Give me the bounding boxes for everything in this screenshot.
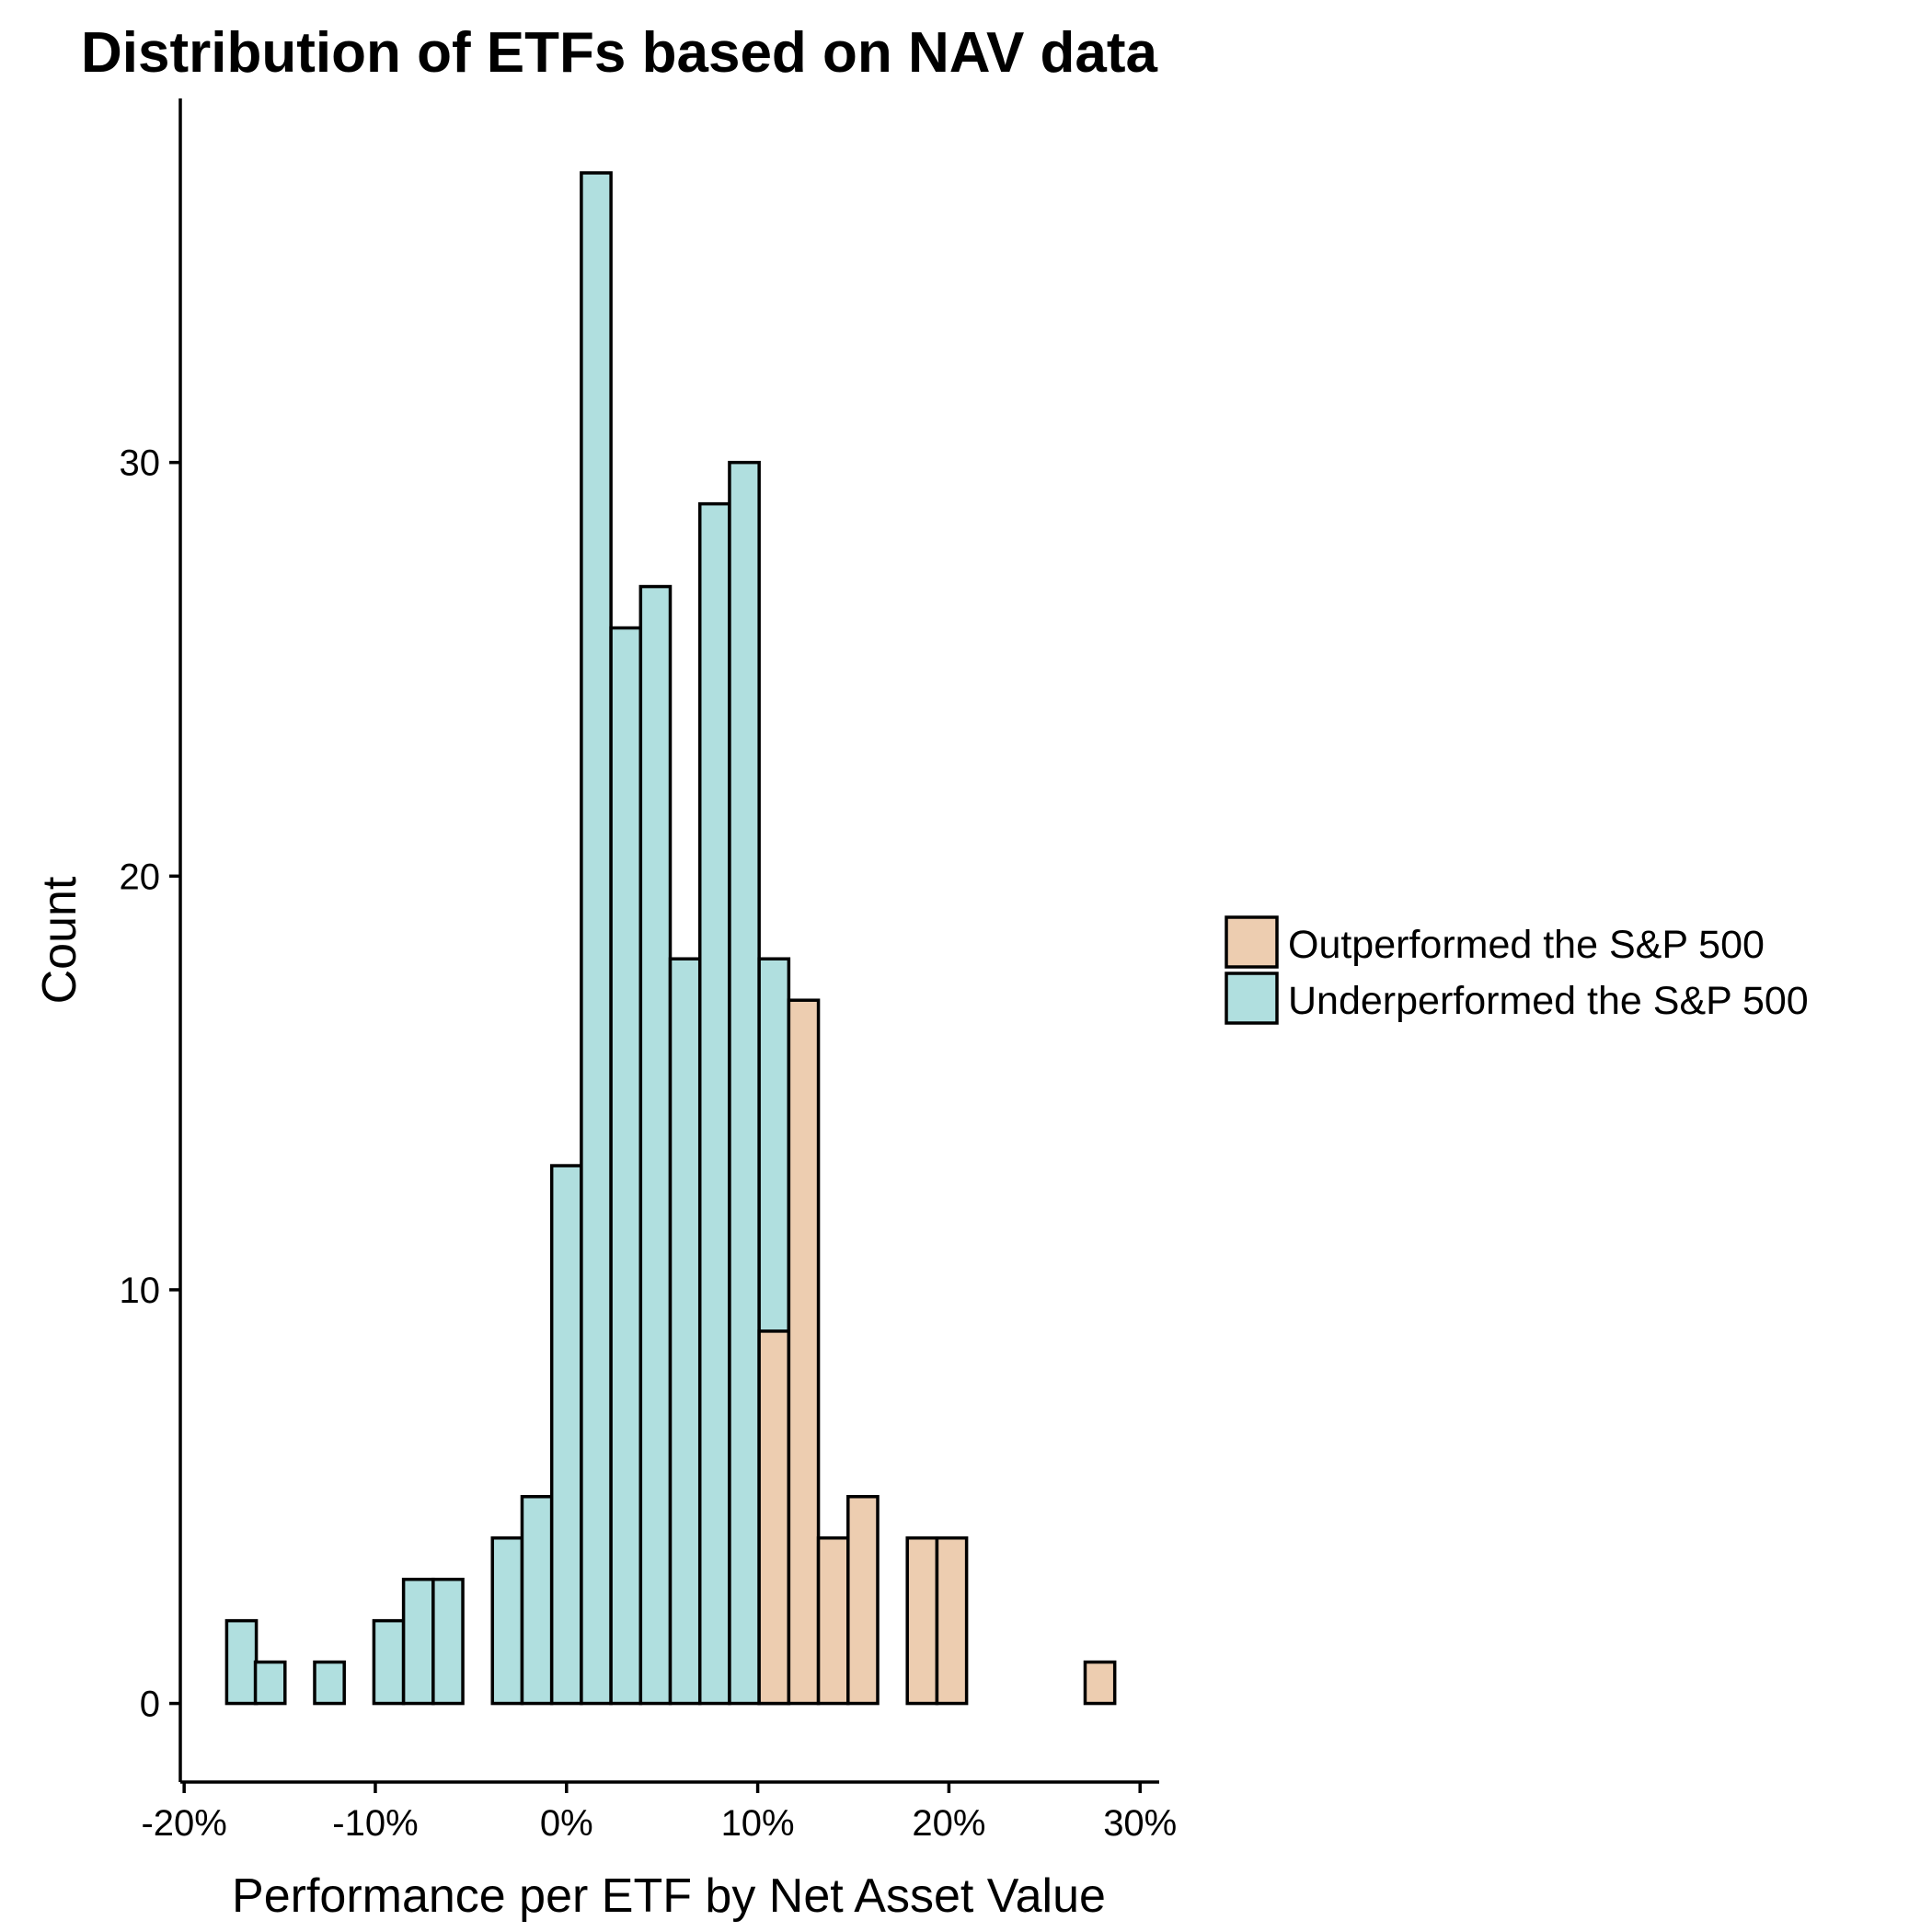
x-tick-layer: -20% -10% 0% 10% 20% 30% <box>141 1782 1177 1844</box>
x-tick-label-4: 20% <box>912 1803 985 1844</box>
bar-outperformed-5 <box>905 1535 939 1706</box>
legend-label-outperformed: Outperformed the S&P 500 <box>1288 923 1765 967</box>
x-axis-title: Performance per ETF by Net Asset Value <box>232 1869 1106 1923</box>
bar-underperformed-12 <box>580 171 613 1706</box>
bar-outperformed-2 <box>816 1535 850 1706</box>
x-tick-label-2: 0% <box>540 1803 593 1844</box>
y-axis-title: Count <box>33 876 86 1004</box>
bar-underperformed-9 <box>490 1535 524 1706</box>
y-tick-label-3: 30 <box>120 443 161 484</box>
bar-underperformed-6 <box>401 1577 435 1706</box>
bar-outperformed-11 <box>1083 1660 1117 1706</box>
bar-outperformed-1 <box>787 998 821 1706</box>
x-tick-label-5: 30% <box>1103 1803 1177 1844</box>
bar-underperformed-7 <box>431 1577 465 1706</box>
bar-underperformed-17 <box>728 460 761 1706</box>
legend: Outperformed the S&P 500 Underperformed … <box>1225 915 1809 1025</box>
bar-underperformed-5 <box>372 1618 406 1706</box>
bar-underperformed-0 <box>224 1618 259 1706</box>
bar-outperformed-6 <box>935 1535 969 1706</box>
bar-underperformed-13 <box>609 626 643 1706</box>
bar-underperformed-15 <box>668 957 702 1706</box>
x-tick-label-0: -20% <box>141 1803 226 1844</box>
bar-underperformed-14 <box>638 584 673 1706</box>
bar-layer <box>224 171 1117 1706</box>
bar-outperformed-3 <box>846 1495 880 1706</box>
bar-underperformed-1 <box>253 1660 287 1706</box>
legend-swatch-outperformed <box>1225 915 1279 969</box>
x-tick-label-3: 10% <box>721 1803 795 1844</box>
legend-label-underperformed: Underperformed the S&P 500 <box>1288 979 1809 1023</box>
y-tick-label-0: 0 <box>140 1685 160 1725</box>
y-tick-label-2: 20 <box>120 857 161 897</box>
legend-swatch-underperformed <box>1225 972 1279 1025</box>
y-tick-label-1: 10 <box>120 1271 161 1311</box>
y-tick-layer: 0 10 20 30 <box>120 443 180 1725</box>
x-tick-label-1: -10% <box>332 1803 418 1844</box>
bar-underperformed-11 <box>549 1164 583 1706</box>
bar-underperformed-16 <box>697 501 731 1706</box>
chart-title: Distribution of ETFs based on NAV data <box>81 21 1158 85</box>
bar-outperformed-0 <box>757 1329 791 1706</box>
bar-underperformed-10 <box>520 1495 554 1706</box>
bar-underperformed-3 <box>313 1660 346 1706</box>
